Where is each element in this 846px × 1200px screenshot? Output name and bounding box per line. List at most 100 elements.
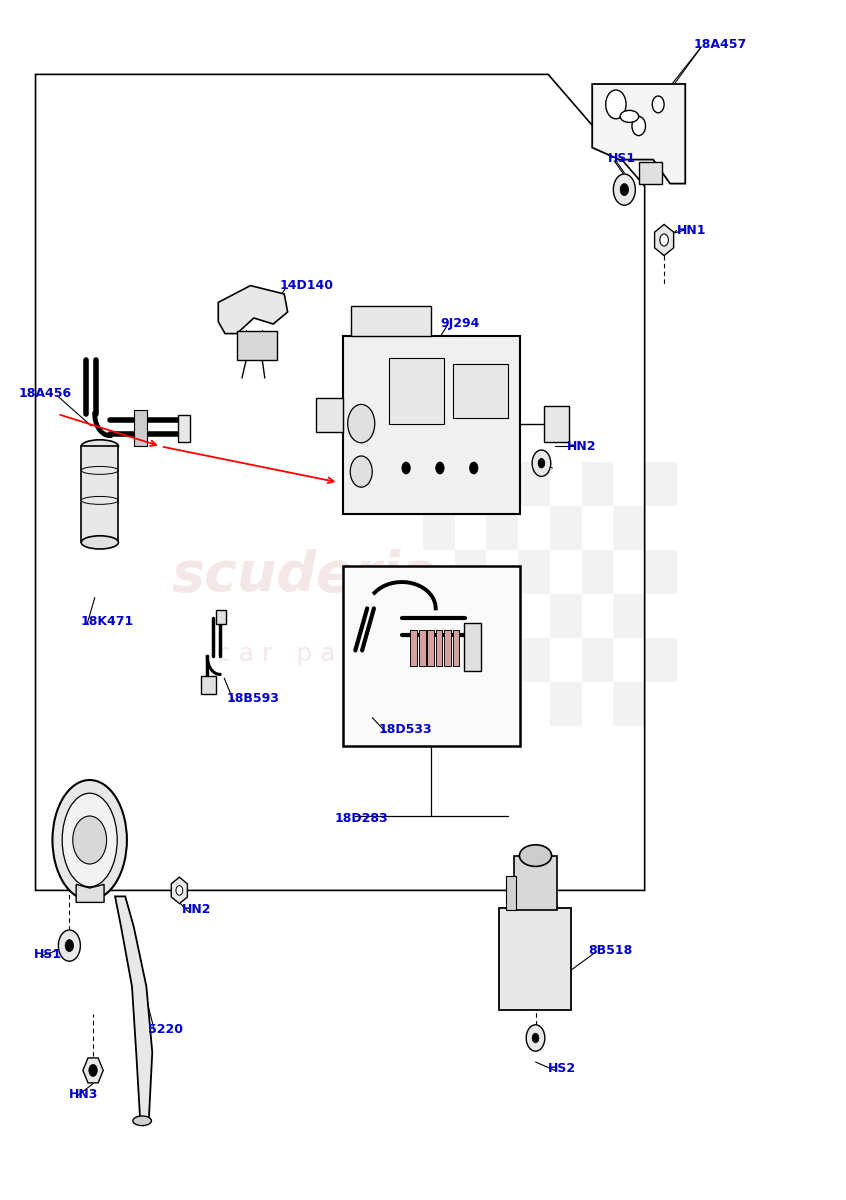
Bar <box>645 638 677 682</box>
Bar <box>201 676 216 694</box>
Bar <box>454 550 486 594</box>
Bar <box>518 638 550 682</box>
Bar <box>343 566 520 746</box>
Polygon shape <box>76 884 104 902</box>
Bar <box>514 856 557 910</box>
Text: 5220: 5220 <box>148 1024 183 1036</box>
Bar <box>582 462 613 506</box>
Circle shape <box>606 90 626 119</box>
Circle shape <box>538 458 545 468</box>
Bar <box>423 682 454 726</box>
Bar <box>645 462 677 506</box>
Text: HS1: HS1 <box>34 948 62 960</box>
Bar <box>645 550 677 594</box>
Circle shape <box>632 116 645 136</box>
Bar <box>544 406 569 442</box>
Bar <box>582 638 613 682</box>
Bar <box>444 630 451 666</box>
Circle shape <box>73 816 107 864</box>
Bar <box>613 594 645 638</box>
Bar <box>486 506 518 550</box>
Bar <box>518 550 550 594</box>
Ellipse shape <box>52 780 127 900</box>
Polygon shape <box>218 286 288 334</box>
Bar <box>499 908 571 1010</box>
Bar <box>237 331 277 360</box>
Bar <box>486 594 518 638</box>
Polygon shape <box>83 1058 103 1082</box>
Bar <box>436 630 442 666</box>
Bar <box>613 682 645 726</box>
Circle shape <box>65 940 74 952</box>
Bar <box>436 630 442 666</box>
Circle shape <box>348 404 375 443</box>
Circle shape <box>89 1064 97 1076</box>
Bar <box>423 506 454 550</box>
Bar <box>351 306 431 336</box>
Text: 18A456: 18A456 <box>19 388 72 400</box>
Ellipse shape <box>519 845 552 866</box>
Bar <box>410 630 417 666</box>
Ellipse shape <box>133 1116 151 1126</box>
Bar <box>464 623 481 671</box>
Polygon shape <box>115 896 152 1124</box>
Bar <box>550 594 582 638</box>
Circle shape <box>532 450 551 476</box>
Bar <box>453 630 459 666</box>
Bar <box>419 630 426 666</box>
Polygon shape <box>592 84 685 184</box>
Text: 8B518: 8B518 <box>588 944 632 956</box>
Text: 18A457: 18A457 <box>694 38 747 50</box>
Ellipse shape <box>63 793 118 887</box>
Bar <box>444 630 451 666</box>
Text: 18D533: 18D533 <box>379 724 432 736</box>
Ellipse shape <box>81 439 118 452</box>
Circle shape <box>470 462 478 474</box>
Circle shape <box>532 1033 539 1043</box>
Polygon shape <box>655 224 673 256</box>
Bar <box>410 630 417 666</box>
Circle shape <box>652 96 664 113</box>
Bar <box>427 630 434 666</box>
Bar <box>613 506 645 550</box>
Bar <box>178 415 190 442</box>
Bar <box>316 398 343 432</box>
Bar <box>550 682 582 726</box>
Bar <box>453 364 508 418</box>
Text: c a r   p a r t s: c a r p a r t s <box>217 642 393 666</box>
Ellipse shape <box>620 110 639 122</box>
Circle shape <box>436 462 444 474</box>
Circle shape <box>660 234 668 246</box>
Bar <box>454 462 486 506</box>
Text: scuderia: scuderia <box>171 550 438 602</box>
Bar <box>423 594 454 638</box>
Bar <box>518 462 550 506</box>
Text: HN1: HN1 <box>677 224 706 236</box>
Circle shape <box>613 174 635 205</box>
Text: HN3: HN3 <box>69 1088 99 1100</box>
Bar <box>134 410 147 446</box>
Text: HN2: HN2 <box>182 904 212 916</box>
Bar <box>427 630 434 666</box>
Ellipse shape <box>81 535 118 548</box>
Circle shape <box>620 184 629 196</box>
Bar <box>550 506 582 550</box>
Bar <box>81 446 118 542</box>
Circle shape <box>176 886 183 895</box>
Text: 18D283: 18D283 <box>334 812 387 824</box>
Text: 14D140: 14D140 <box>279 280 333 292</box>
Bar <box>389 358 444 424</box>
Bar <box>454 638 486 682</box>
Text: HS1: HS1 <box>607 152 635 164</box>
Circle shape <box>402 462 410 474</box>
Text: HS2: HS2 <box>548 1062 576 1074</box>
Bar <box>216 610 226 624</box>
Polygon shape <box>171 877 188 904</box>
Bar <box>486 682 518 726</box>
Bar <box>419 630 426 666</box>
Bar <box>453 630 459 666</box>
Bar <box>506 876 516 910</box>
Circle shape <box>526 1025 545 1051</box>
Bar <box>639 162 662 184</box>
Text: 9J294: 9J294 <box>440 318 480 330</box>
